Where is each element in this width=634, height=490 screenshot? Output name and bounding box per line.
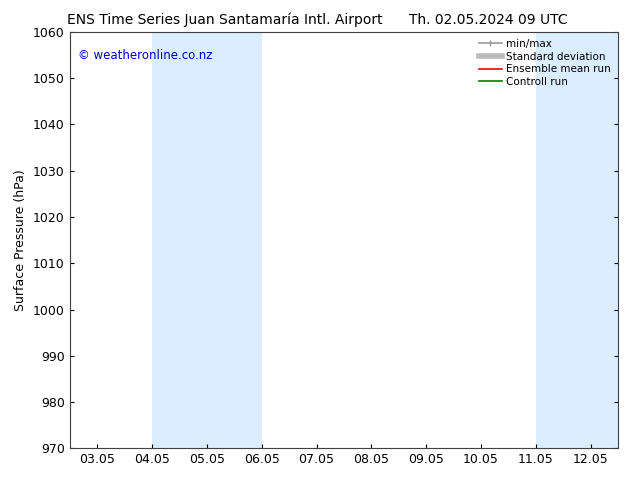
Y-axis label: Surface Pressure (hPa): Surface Pressure (hPa) [15, 169, 27, 311]
Bar [152, 32, 262, 448]
Bar [536, 32, 618, 448]
Legend: min/max, Standard deviation, Ensemble mean run, Controll run: min/max, Standard deviation, Ensemble me… [477, 37, 613, 89]
Text: © weatheronline.co.nz: © weatheronline.co.nz [78, 49, 212, 62]
Text: ENS Time Series Juan Santamaría Intl. Airport      Th. 02.05.2024 09 UTC: ENS Time Series Juan Santamaría Intl. Ai… [67, 12, 567, 27]
